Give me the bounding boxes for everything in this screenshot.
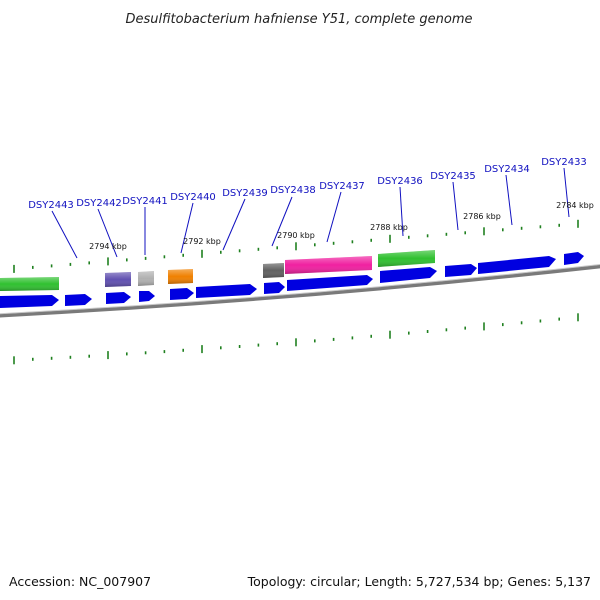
- genome-backbone-highlight: [0, 264, 600, 315]
- map-title: Desulfitobacterium hafniense Y51, comple…: [125, 12, 472, 27]
- feature-track-cds: [0, 252, 584, 308]
- genome-backbone: [0, 264, 600, 318]
- scale-label-2784: 2784 kbp: [556, 201, 594, 210]
- cds-arrow-9[interactable]: [380, 267, 437, 283]
- cds-arrow-4[interactable]: [139, 291, 155, 302]
- cds-arrow-11[interactable]: [478, 256, 556, 274]
- cds-arrow-8[interactable]: [287, 275, 373, 291]
- gene-label-dsy2439[interactable]: DSY2439: [222, 188, 268, 199]
- scale-labels: 2794 kbp 2792 kbp 2790 kbp 2788 kbp 2786…: [89, 201, 594, 251]
- cds-arrow-5[interactable]: [170, 288, 194, 300]
- accession-text: Accession: NC_007907: [9, 574, 151, 589]
- cds-arrow-6[interactable]: [196, 284, 257, 298]
- gene-label-dsy2443[interactable]: DSY2443: [28, 200, 74, 211]
- gene-label-dsy2441[interactable]: DSY2441: [122, 196, 168, 207]
- scale-label-2794: 2794 kbp: [89, 242, 127, 251]
- cds-arrow-12[interactable]: [564, 252, 584, 265]
- scale-label-2788: 2788 kbp: [370, 223, 408, 232]
- gene-label-dsy2442[interactable]: DSY2442: [76, 198, 122, 209]
- gene-label-dsy2440[interactable]: DSY2440: [170, 192, 216, 203]
- genome-summary-text: Topology: circular; Length: 5,727,534 bp…: [247, 574, 591, 589]
- cds-arrow-10[interactable]: [445, 264, 477, 277]
- label-leader-lines: [51, 167, 570, 259]
- cds-arrow-7[interactable]: [264, 282, 285, 294]
- gene-label-dsy2436[interactable]: DSY2436: [377, 176, 423, 187]
- outer-tick-row: [13, 219, 579, 273]
- gene-label-dsy2434[interactable]: DSY2434: [484, 164, 530, 175]
- inner-tick-row: [13, 313, 579, 365]
- cds-arrow-2[interactable]: [65, 294, 92, 306]
- feature-track-upper: [0, 250, 435, 291]
- cds-arrow-3[interactable]: [106, 292, 131, 304]
- cds-arrow-1[interactable]: [0, 295, 59, 308]
- gene-labels: DSY2443 DSY2442 DSY2441 DSY2440 DSY2439 …: [28, 157, 587, 211]
- scale-label-2792: 2792 kbp: [183, 237, 221, 246]
- scale-label-2790: 2790 kbp: [277, 231, 315, 240]
- scale-label-2786: 2786 kbp: [463, 212, 501, 221]
- gene-label-dsy2438[interactable]: DSY2438: [270, 185, 316, 196]
- gene-label-dsy2437[interactable]: DSY2437: [319, 181, 365, 192]
- gene-label-dsy2435[interactable]: DSY2435: [430, 171, 476, 182]
- gene-label-dsy2433[interactable]: DSY2433: [541, 157, 587, 168]
